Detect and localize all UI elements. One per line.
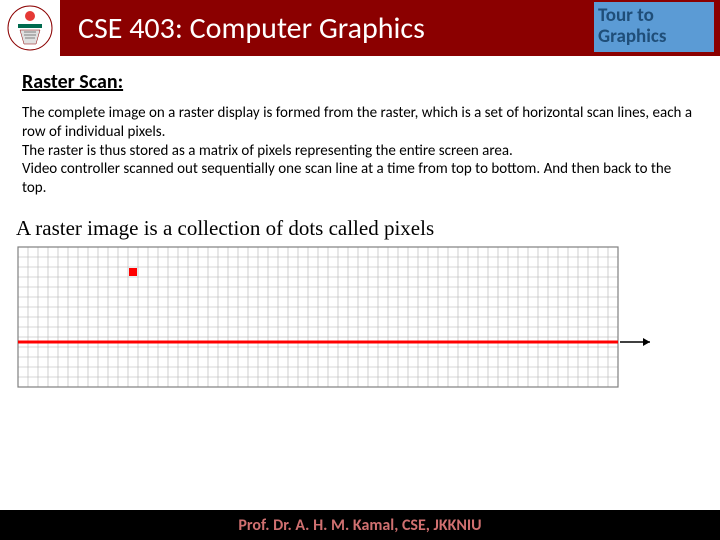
badge-line-2: Graphics [598,27,714,48]
body-text: The complete image on a raster display i… [22,104,698,198]
figure-caption: A raster image is a collection of dots c… [16,216,698,241]
slide-badge: Tour to Graphics [594,2,714,52]
section-title: Raster Scan: [22,70,698,94]
badge-line-1: Tour to [598,6,714,27]
footer-text: Prof. Dr. A. H. M. Kamal, CSE, JKKNIU [238,516,481,535]
footer-bar: Prof. Dr. A. H. M. Kamal, CSE, JKKNIU [0,510,720,540]
raster-grid-figure [16,245,698,396]
header-bar: CSE 403: Computer Graphics Tour to Graph… [0,0,720,56]
institution-logo [0,0,60,56]
content-area: Raster Scan: The complete image on a ras… [0,56,720,396]
